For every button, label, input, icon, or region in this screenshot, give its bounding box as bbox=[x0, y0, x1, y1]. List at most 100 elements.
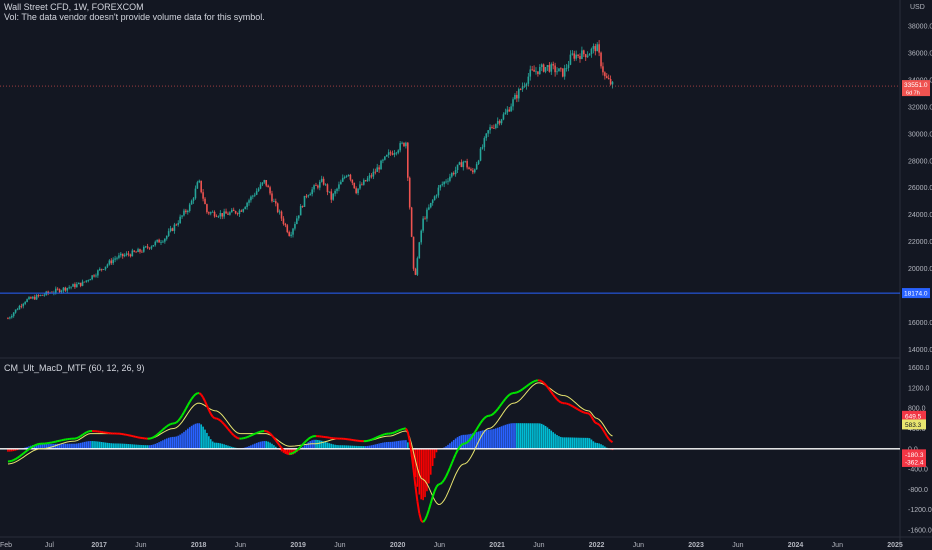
macd-segment bbox=[280, 445, 282, 447]
histogram-bar bbox=[195, 424, 197, 449]
histogram-bar bbox=[594, 443, 596, 449]
candle-body bbox=[44, 295, 46, 296]
macd-segment bbox=[603, 430, 605, 433]
candle-body bbox=[577, 55, 579, 56]
candle-body bbox=[164, 239, 166, 242]
candle-body bbox=[223, 211, 225, 216]
price-tick-label: 28000.0 bbox=[908, 158, 932, 165]
macd-segment bbox=[597, 423, 599, 424]
candle-body bbox=[292, 229, 294, 235]
candle-body bbox=[311, 189, 313, 194]
macd-segment bbox=[555, 397, 557, 399]
histogram-bar bbox=[503, 426, 505, 449]
candle-body bbox=[206, 204, 208, 212]
histogram-bar bbox=[392, 442, 394, 449]
histogram-bar bbox=[208, 436, 210, 449]
candle-body bbox=[36, 295, 38, 299]
candle-body bbox=[558, 68, 560, 71]
candle-body bbox=[137, 249, 139, 252]
macd-segment bbox=[502, 401, 504, 404]
macd-segment bbox=[370, 440, 372, 441]
candle-body bbox=[176, 225, 178, 226]
candle-body bbox=[78, 283, 80, 284]
macd-segment bbox=[299, 447, 301, 449]
histogram-bar bbox=[95, 441, 97, 448]
macd-segment bbox=[417, 501, 419, 513]
candle-body bbox=[271, 193, 273, 201]
histogram-bar bbox=[158, 442, 160, 449]
candle-body bbox=[340, 182, 342, 185]
macd-segment bbox=[169, 424, 171, 425]
histogram-bar bbox=[505, 425, 507, 449]
price-tick-label: 24000.0 bbox=[908, 212, 932, 219]
indicator-title[interactable]: CM_Ult_MacD_MTF (60, 12, 26, 9) bbox=[4, 363, 145, 373]
histogram-bar bbox=[394, 442, 396, 449]
macd-segment bbox=[161, 430, 163, 432]
macd-segment bbox=[153, 436, 155, 437]
candle-body bbox=[334, 191, 336, 194]
candle-body bbox=[489, 127, 491, 130]
histogram-bar bbox=[325, 442, 327, 449]
histogram-bar bbox=[122, 444, 124, 449]
histogram-bar bbox=[193, 425, 195, 449]
histogram-bar bbox=[66, 444, 68, 449]
candle-body bbox=[405, 143, 407, 146]
macd-segment bbox=[167, 425, 169, 426]
histogram-bar bbox=[265, 441, 267, 449]
histogram-bar bbox=[453, 440, 455, 449]
candle-body bbox=[556, 71, 558, 72]
histogram-bar bbox=[491, 429, 493, 448]
candle-body bbox=[38, 295, 40, 296]
candle-body bbox=[533, 70, 535, 72]
candle-body bbox=[304, 196, 306, 207]
histogram-bar bbox=[200, 424, 202, 448]
currency-label: USD bbox=[910, 4, 925, 11]
macd-segment bbox=[542, 381, 544, 382]
macd-segment bbox=[467, 441, 469, 443]
candle-body bbox=[539, 67, 541, 74]
candle-body bbox=[455, 170, 457, 174]
candle-body bbox=[420, 231, 422, 243]
macd-segment bbox=[180, 416, 182, 419]
histogram-bar bbox=[591, 440, 593, 449]
histogram-bar bbox=[262, 441, 264, 449]
candle-body bbox=[24, 302, 26, 304]
macd-segment bbox=[12, 460, 14, 461]
macd-segment bbox=[19, 455, 21, 456]
macd-segment bbox=[247, 436, 249, 437]
candle-body bbox=[495, 124, 497, 128]
histogram-bar bbox=[107, 443, 109, 449]
histogram-bar bbox=[89, 441, 91, 449]
candle-body bbox=[581, 50, 583, 59]
macd-segment bbox=[484, 417, 486, 419]
time-tick-label: 2023 bbox=[688, 542, 704, 549]
candle-body bbox=[172, 228, 174, 231]
macd-segment bbox=[276, 440, 278, 443]
time-tick-label: Jun bbox=[533, 542, 544, 549]
time-tick-label: Jun bbox=[732, 542, 743, 549]
candle-body bbox=[55, 289, 57, 293]
candle-body bbox=[101, 269, 103, 270]
histogram-bar bbox=[179, 435, 181, 449]
candle-body bbox=[537, 71, 539, 74]
macd-segment bbox=[199, 393, 201, 395]
candle-body bbox=[118, 255, 120, 258]
macd-segment bbox=[236, 437, 238, 438]
histogram-bar bbox=[510, 423, 512, 448]
macd-segment bbox=[544, 383, 546, 385]
histogram-bar bbox=[181, 433, 183, 448]
macd-segment bbox=[408, 432, 410, 441]
price-tick-label: 20000.0 bbox=[908, 266, 932, 273]
candle-body bbox=[42, 295, 44, 296]
macd-segment bbox=[291, 453, 293, 454]
histogram-bar bbox=[579, 438, 581, 449]
histogram-bar bbox=[319, 440, 321, 448]
histogram-bar bbox=[160, 441, 162, 449]
macd-segment bbox=[190, 399, 192, 402]
candle-body bbox=[193, 198, 195, 201]
histogram-bar bbox=[493, 429, 495, 449]
macd-segment bbox=[192, 396, 194, 399]
candle-body bbox=[264, 180, 266, 182]
candle-body bbox=[57, 289, 59, 290]
